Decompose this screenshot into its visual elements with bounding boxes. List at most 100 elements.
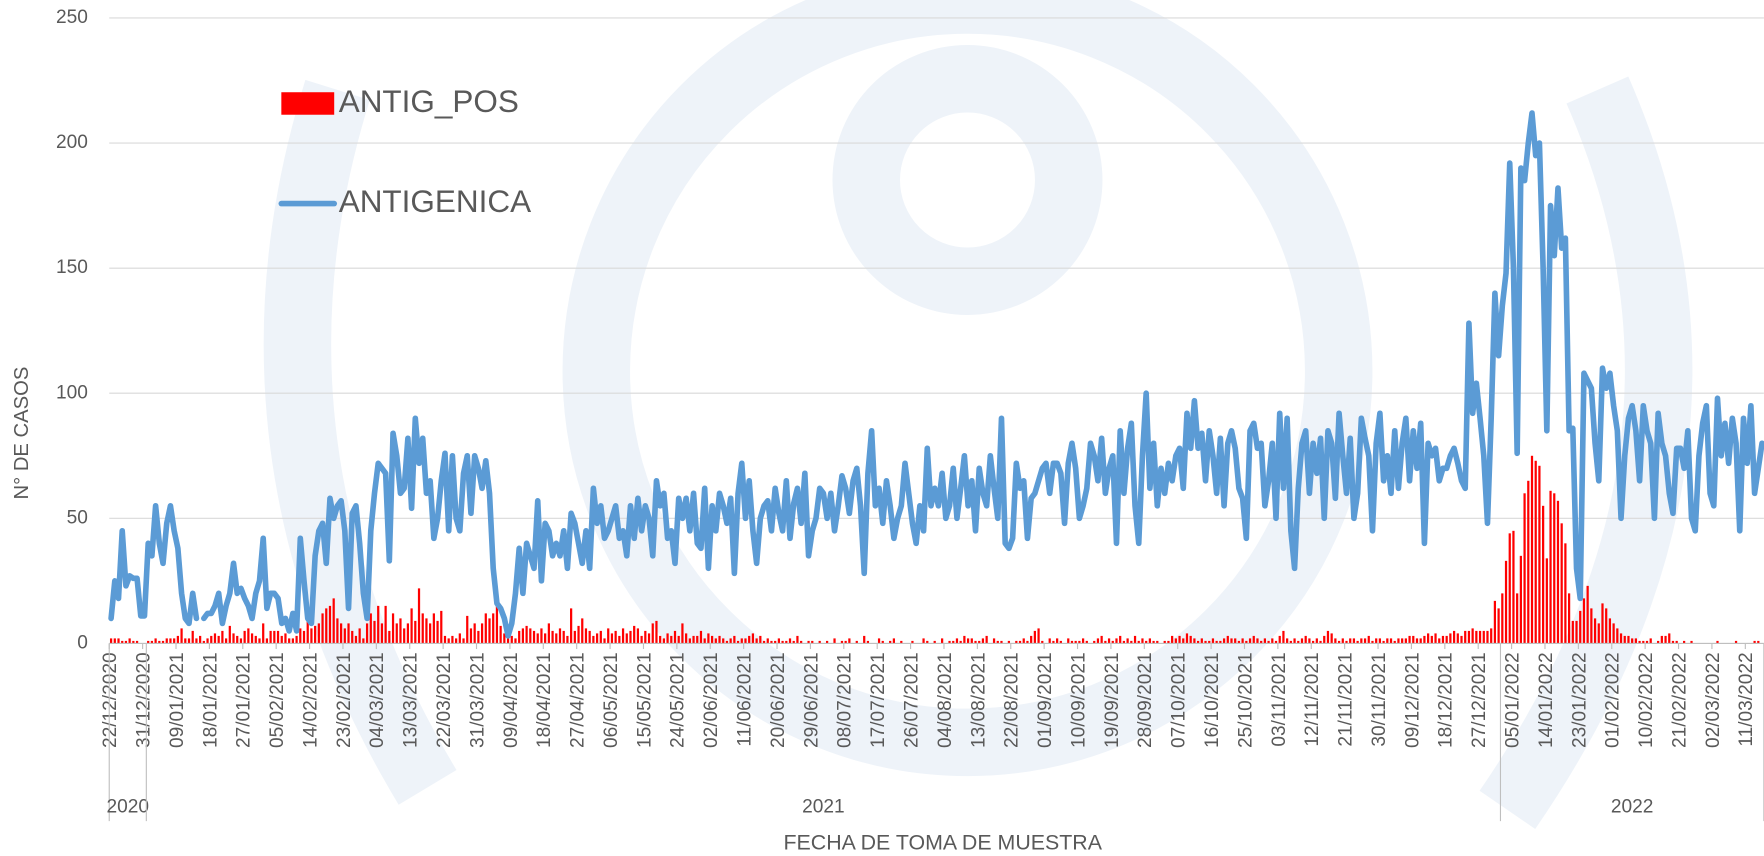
bar bbox=[833, 638, 835, 643]
bar bbox=[299, 628, 301, 643]
bar bbox=[373, 621, 375, 644]
bar bbox=[548, 623, 550, 643]
bar bbox=[1323, 636, 1325, 644]
bar bbox=[1149, 638, 1151, 643]
bar bbox=[615, 631, 617, 644]
bar bbox=[715, 638, 717, 643]
bar bbox=[622, 628, 624, 643]
bar bbox=[1538, 466, 1540, 644]
bar bbox=[1568, 593, 1570, 643]
group-label: 2022 bbox=[1611, 797, 1654, 818]
bar bbox=[1650, 638, 1652, 643]
bar bbox=[355, 636, 357, 644]
bar bbox=[336, 618, 338, 643]
bar bbox=[986, 636, 988, 644]
bar bbox=[1397, 638, 1399, 643]
bar bbox=[1386, 638, 1388, 643]
bar bbox=[1175, 638, 1177, 643]
bar bbox=[1527, 481, 1529, 644]
bar bbox=[585, 628, 587, 643]
bar bbox=[600, 631, 602, 644]
bar bbox=[166, 638, 168, 643]
bar bbox=[1408, 636, 1410, 644]
bar bbox=[1557, 501, 1559, 644]
bar bbox=[626, 633, 628, 643]
bar bbox=[288, 638, 290, 643]
bar bbox=[1583, 598, 1585, 643]
bar bbox=[1279, 636, 1281, 644]
x-tick-label: 11/06/2021 bbox=[735, 652, 756, 746]
bar bbox=[607, 628, 609, 643]
x-tick-label: 09/04/2021 bbox=[501, 652, 522, 748]
bar bbox=[922, 638, 924, 643]
bar bbox=[321, 613, 323, 643]
bar bbox=[403, 628, 405, 643]
bar bbox=[255, 636, 257, 644]
chart: 05010015020025022/12/202031/12/202009/01… bbox=[0, 0, 1764, 856]
bar bbox=[1353, 638, 1355, 643]
bar bbox=[1624, 636, 1626, 644]
x-tick-label: 15/05/2021 bbox=[634, 652, 655, 748]
bar bbox=[474, 623, 476, 643]
x-tick-label: 29/06/2021 bbox=[801, 652, 822, 748]
bar bbox=[1227, 636, 1229, 644]
bar bbox=[481, 623, 483, 643]
bar bbox=[221, 631, 223, 644]
bar bbox=[470, 628, 472, 643]
x-tick-label: 21/02/2022 bbox=[1669, 652, 1690, 748]
bar bbox=[863, 636, 865, 644]
bar bbox=[370, 613, 372, 643]
bar bbox=[1412, 636, 1414, 644]
x-tick-label: 10/09/2021 bbox=[1068, 652, 1089, 748]
bar bbox=[696, 636, 698, 644]
bar bbox=[893, 638, 895, 643]
bar bbox=[681, 623, 683, 643]
x-tick-label: 12/11/2021 bbox=[1302, 652, 1323, 746]
bar bbox=[767, 638, 769, 643]
bar bbox=[1523, 493, 1525, 643]
bar bbox=[1316, 638, 1318, 643]
bar bbox=[199, 636, 201, 644]
x-tick-label: 01/09/2021 bbox=[1035, 652, 1056, 748]
bar bbox=[1579, 611, 1581, 644]
bar bbox=[436, 621, 438, 644]
y-tick-label: 50 bbox=[67, 507, 88, 528]
bar bbox=[1308, 638, 1310, 643]
bar bbox=[1223, 638, 1225, 643]
bar bbox=[388, 631, 390, 644]
x-tick-label: 07/10/2021 bbox=[1169, 652, 1190, 748]
bar bbox=[1501, 593, 1503, 643]
bar bbox=[592, 636, 594, 644]
bar bbox=[117, 638, 119, 643]
bar bbox=[956, 638, 958, 643]
bar bbox=[295, 636, 297, 644]
bar bbox=[1067, 638, 1069, 643]
bar bbox=[1442, 636, 1444, 644]
bar bbox=[689, 638, 691, 643]
group-label: 2021 bbox=[802, 797, 845, 818]
bar bbox=[1416, 638, 1418, 643]
bar bbox=[659, 636, 661, 644]
x-tick-label: 20/06/2021 bbox=[768, 652, 789, 748]
x-tick-label: 18/12/2021 bbox=[1436, 652, 1457, 748]
x-tick-label: 19/09/2021 bbox=[1102, 652, 1123, 748]
bar bbox=[1486, 631, 1488, 644]
watermark-ring bbox=[866, 79, 1068, 281]
x-axis-title: FECHA DE TOMA DE MUESTRA bbox=[783, 830, 1102, 854]
bar bbox=[414, 621, 416, 644]
bar bbox=[1282, 631, 1284, 644]
bar bbox=[359, 628, 361, 643]
bar bbox=[303, 631, 305, 644]
bar bbox=[1108, 638, 1110, 643]
bar bbox=[1553, 493, 1555, 643]
bar bbox=[396, 623, 398, 643]
x-tick-label: 04/08/2021 bbox=[935, 652, 956, 748]
bar bbox=[466, 616, 468, 644]
bar bbox=[1271, 638, 1273, 643]
bar bbox=[1609, 618, 1611, 643]
bar bbox=[752, 633, 754, 643]
bar bbox=[325, 608, 327, 643]
x-tick-label: 02/03/2022 bbox=[1703, 652, 1724, 748]
bar bbox=[718, 636, 720, 644]
bar bbox=[633, 626, 635, 644]
